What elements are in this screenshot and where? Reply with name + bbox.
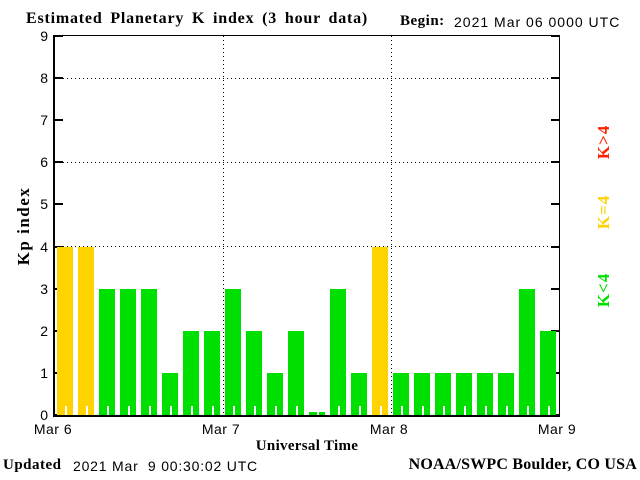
y-axis-title: Kp index <box>14 186 33 266</box>
x-tick-notch <box>149 406 151 415</box>
x-tick-notch <box>464 406 466 415</box>
y-tick-right <box>551 161 559 164</box>
x-tick-notch <box>401 406 403 415</box>
y-tick-left <box>55 35 63 37</box>
y-tick-label: 5 <box>40 196 48 213</box>
chart-title: Estimated Planetary K index (3 hour data… <box>26 10 369 27</box>
y-tick-right <box>551 119 559 122</box>
kp-bar <box>519 289 535 415</box>
x-tick-notch <box>506 406 508 415</box>
gridline-horizontal <box>55 246 559 248</box>
kp-bar <box>204 331 220 415</box>
kp-bar <box>351 373 367 415</box>
y-tick-left <box>55 77 63 80</box>
kp-bar <box>393 373 409 415</box>
kp-bar <box>477 373 493 415</box>
y-tick-right <box>551 77 559 80</box>
y-tick-left <box>55 161 63 164</box>
y-tick-label: 7 <box>40 112 48 129</box>
kp-bar <box>141 289 157 415</box>
begin-label: Begin: <box>400 13 445 29</box>
kp-bar <box>99 289 115 415</box>
kp-bar <box>372 247 388 415</box>
kp-bar <box>288 331 304 415</box>
kp-bar <box>162 373 178 415</box>
x-day-label: Mar 7 <box>201 421 241 437</box>
x-tick-notch <box>338 406 340 415</box>
x-day-label: Mar 8 <box>369 421 409 437</box>
x-tick-notch <box>296 406 298 415</box>
kp-bar <box>267 373 283 415</box>
y-tick-right <box>551 35 559 37</box>
y-tick-label: 8 <box>40 70 48 87</box>
updated-timestamp: 2021 Mar 9 00:30:02 UTC <box>73 458 258 474</box>
x-tick-notch <box>86 406 88 415</box>
kp-bar <box>330 289 346 415</box>
y-tick-right <box>551 414 559 416</box>
x-tick-notch <box>128 406 130 415</box>
updated-label: Updated <box>3 457 62 473</box>
kp-bar <box>246 331 262 415</box>
kp-bar <box>78 247 94 415</box>
x-tick-notch <box>191 406 193 415</box>
legend-label: K>4 <box>594 124 613 160</box>
y-tick-label: 2 <box>40 322 48 339</box>
x-tick-notch <box>485 406 487 415</box>
x-tick-notch <box>254 406 256 415</box>
begin-value: 2021 Mar 06 0000 UTC <box>454 14 621 30</box>
y-tick-right <box>551 287 559 290</box>
gridline-day-boundary <box>223 36 224 415</box>
x-tick-notch <box>317 406 319 415</box>
kp-bar <box>435 373 451 415</box>
gridline-horizontal <box>55 77 559 79</box>
y-tick-left <box>55 203 63 206</box>
y-tick-label: 1 <box>40 364 48 381</box>
x-axis-title: Universal Time <box>255 438 359 454</box>
y-tick-left <box>55 119 63 122</box>
x-tick-notch <box>170 406 172 415</box>
kp-bar <box>57 247 73 415</box>
y-tick-label: 9 <box>40 28 48 44</box>
y-tick-left <box>55 245 63 248</box>
x-tick-notch <box>107 406 109 415</box>
x-day-label: Mar 6 <box>33 421 73 437</box>
x-tick-notch <box>548 406 550 415</box>
kp-bar <box>120 289 136 415</box>
y-tick-right <box>551 203 559 206</box>
y-tick-right <box>551 329 559 332</box>
plot-area <box>53 35 560 417</box>
kp-bar <box>498 373 514 415</box>
kp-bar <box>540 331 556 415</box>
x-tick-notch <box>275 406 277 415</box>
gridline-horizontal <box>55 161 559 163</box>
x-tick-notch <box>359 406 361 415</box>
gridline-day-boundary <box>391 36 392 415</box>
legend-label: K=4 <box>594 194 613 230</box>
x-tick-notch <box>212 406 214 415</box>
x-tick-notch <box>380 406 382 415</box>
kp-bar <box>225 289 241 415</box>
x-day-label: Mar 9 <box>537 421 577 437</box>
legend-label: K<4 <box>594 272 613 308</box>
x-tick-notch <box>443 406 445 415</box>
x-tick-notch <box>65 406 67 415</box>
credit-text: NOAA/SWPC Boulder, CO USA <box>408 456 637 473</box>
kp-bar <box>183 331 199 415</box>
kp-bar <box>414 373 430 415</box>
y-tick-label: 6 <box>40 154 48 171</box>
kp-bar <box>456 373 472 415</box>
y-tick-label: 3 <box>40 280 48 297</box>
x-tick-notch <box>422 406 424 415</box>
x-tick-notch <box>233 406 235 415</box>
y-tick-label: 4 <box>40 238 48 255</box>
x-tick-notch <box>527 406 529 415</box>
y-tick-label: 0 <box>40 407 48 423</box>
y-tick-right <box>551 245 559 248</box>
y-tick-left <box>55 414 63 416</box>
